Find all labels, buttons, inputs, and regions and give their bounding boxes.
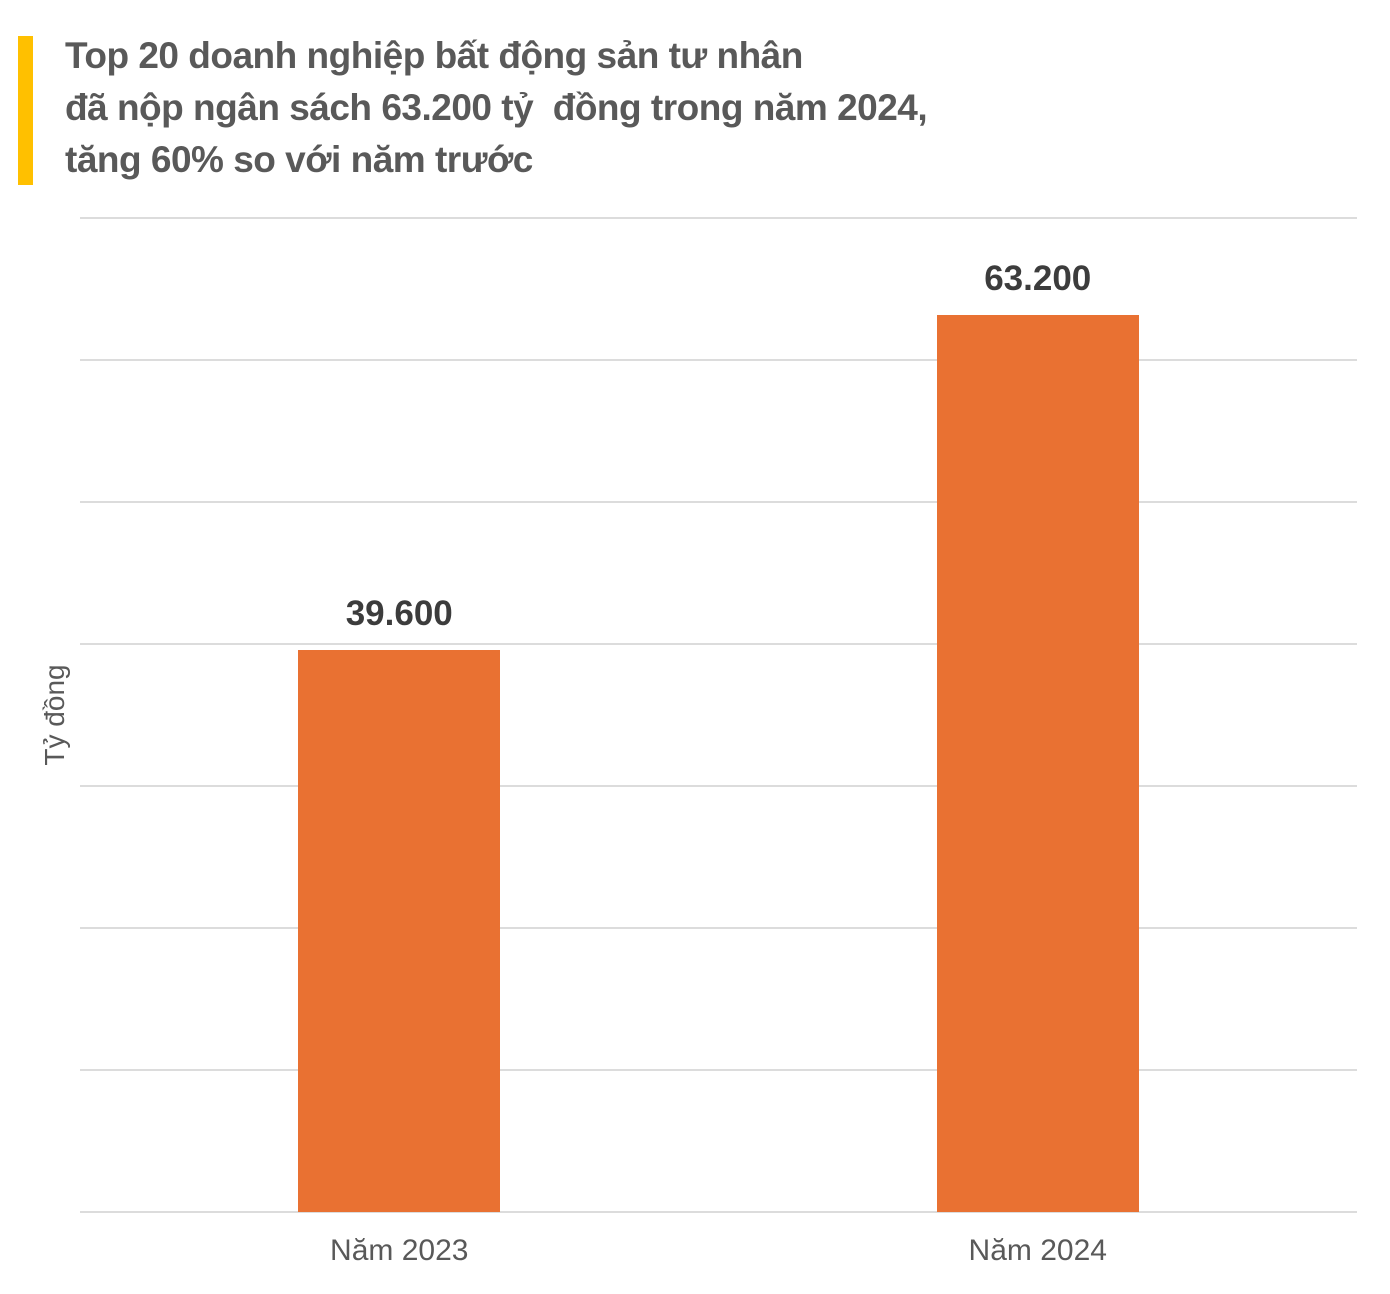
gridline xyxy=(80,501,1357,503)
bar-năm-2024 xyxy=(936,314,1139,1212)
gridline xyxy=(80,785,1357,787)
gridline xyxy=(80,359,1357,361)
gridline xyxy=(80,217,1357,219)
title-accent-bar xyxy=(18,36,33,185)
plot-area: 39.600 Năm 2023 63.200 Năm 2024 xyxy=(80,217,1357,1267)
gridline xyxy=(80,927,1357,929)
gridline xyxy=(80,643,1357,645)
gridline xyxy=(80,1211,1357,1213)
gridline xyxy=(80,1069,1357,1071)
x-axis-tick-label: Năm 2024 xyxy=(968,1234,1107,1267)
bar-value-label: 39.600 xyxy=(345,593,453,633)
chart-title: Top 20 doanh nghiệp bất động sản tư nhân… xyxy=(65,35,928,180)
x-axis-tick-label: Năm 2023 xyxy=(330,1234,469,1267)
y-axis-label: Tỷ đồng xyxy=(39,664,70,766)
bar-value-label: 63.200 xyxy=(984,258,1092,298)
bar-năm-2023 xyxy=(298,649,501,1212)
